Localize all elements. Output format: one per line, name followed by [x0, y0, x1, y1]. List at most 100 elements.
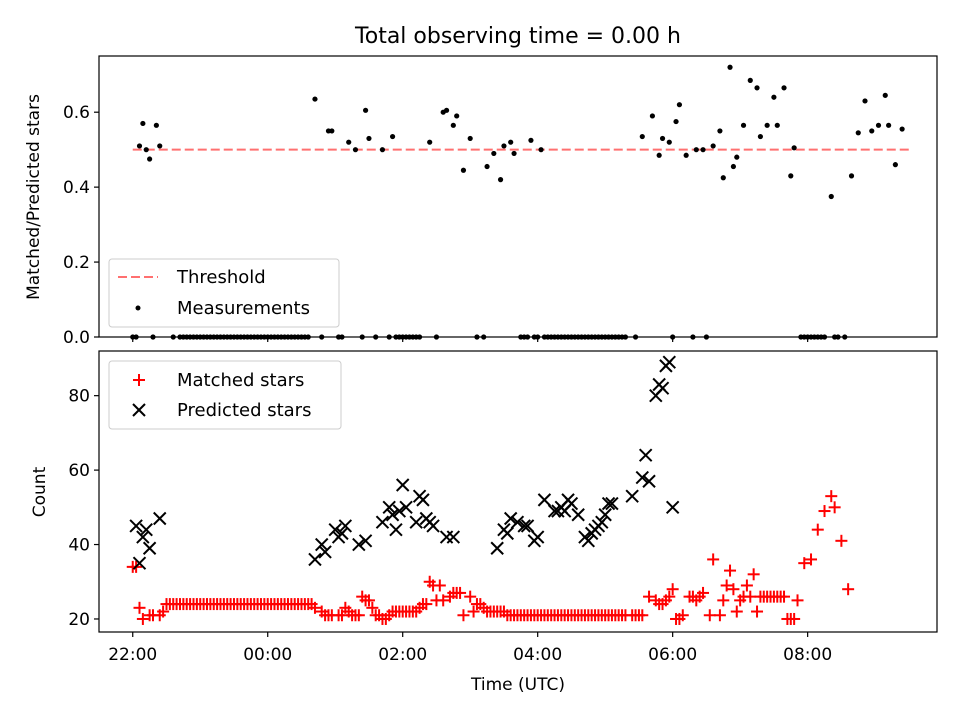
- matched-star-point: [420, 598, 433, 611]
- x-tick-label: 22:00: [108, 645, 157, 665]
- measurement-point: [157, 143, 163, 149]
- y-tick-label: 40: [68, 536, 90, 556]
- matched-star-point: [788, 612, 801, 625]
- matched-star-point: [805, 553, 818, 566]
- predicted-star-point: [389, 522, 403, 537]
- matched-star-point: [136, 612, 149, 625]
- matched-star-point: [454, 586, 467, 599]
- measurement-point: [352, 147, 359, 153]
- matched-star-point: [740, 579, 753, 592]
- matched-star-point: [720, 579, 733, 592]
- x-tick-label: 04:00: [513, 645, 562, 665]
- predicted-star-point: [530, 530, 545, 544]
- matched-star-point: [308, 601, 321, 614]
- predicted-star-point: [537, 493, 552, 507]
- matched-star-point: [751, 605, 764, 618]
- matched-star-point: [352, 609, 365, 622]
- measurement-point: [443, 107, 450, 113]
- matched-star-point: [366, 601, 379, 614]
- predicted-star-point: [581, 534, 596, 548]
- matched-star-point: [717, 594, 730, 607]
- predicted-star-point: [132, 556, 147, 570]
- measurement-point: [528, 137, 534, 143]
- measurement-point: [379, 147, 386, 153]
- measurement-point: [460, 167, 467, 173]
- measurement-point: [656, 152, 662, 158]
- predicted-star-point: [642, 474, 656, 488]
- measurement-point: [538, 147, 544, 153]
- matched-star-point: [467, 605, 480, 618]
- predicted-star-point: [520, 519, 535, 533]
- matched-star-point: [437, 594, 450, 607]
- predicted-star-point: [635, 470, 650, 485]
- predicted-star-point: [335, 526, 349, 541]
- measurement-point: [389, 133, 396, 140]
- measurement-point: [497, 177, 504, 183]
- measurement-point: [717, 128, 723, 134]
- matched-star-point: [433, 579, 446, 592]
- legend-measurements-label: Measurements: [177, 298, 310, 319]
- predicted-star-point: [395, 478, 410, 492]
- matched-star-point: [157, 605, 170, 618]
- y-axis-label: Matched/Predicted stars: [24, 94, 44, 300]
- predicted-star-point: [385, 508, 400, 522]
- measurement-point: [747, 77, 753, 83]
- matched-star-point: [825, 490, 838, 503]
- matched-star-point: [842, 583, 855, 596]
- measurement-point: [788, 173, 794, 179]
- measurement-point: [693, 147, 699, 153]
- measurement-point: [740, 122, 747, 128]
- matched-star-point: [666, 583, 679, 596]
- predicted-star-point: [328, 522, 342, 537]
- y-axis-ticks: 20 40 60 80: [68, 387, 99, 630]
- plot-area: [126, 355, 855, 625]
- legend-matched-label: Matched stars: [177, 370, 304, 391]
- measurement-point: [730, 163, 737, 170]
- measurement-point: [886, 122, 892, 128]
- x-tick-label: 00:00: [243, 645, 292, 665]
- y-tick-label: 60: [68, 461, 90, 481]
- legend-threshold-label: Threshold: [176, 267, 266, 288]
- matched-star-point: [713, 609, 726, 622]
- measurement-point: [454, 113, 460, 119]
- x-axis-ticks: 22:00 00:00 02:00 04:00 06:00 08:00: [108, 632, 832, 665]
- measurement-point: [140, 120, 146, 127]
- y-tick-label: 80: [68, 387, 90, 407]
- measurement-point: [329, 128, 335, 134]
- measurement-point: [899, 126, 905, 132]
- matched-star-point: [663, 590, 676, 603]
- predicted-star-point: [308, 552, 322, 567]
- measurement-point: [771, 94, 777, 100]
- y-tick-label: 0.0: [63, 328, 90, 348]
- matched-star-point: [703, 609, 716, 622]
- matched-star-point: [724, 564, 737, 577]
- measurement-point: [720, 175, 726, 181]
- measurement-point: [757, 133, 764, 140]
- measurement-point: [855, 130, 861, 136]
- matched-star-point: [676, 609, 689, 622]
- predicted-star-point: [318, 545, 332, 559]
- measurement-point: [450, 122, 456, 128]
- measurement-point: [862, 98, 868, 104]
- chart-title: Total observing time = 0.00 h: [354, 24, 681, 49]
- measurement-point: [312, 96, 318, 102]
- matched-star-point: [730, 605, 743, 618]
- measurement-point: [153, 122, 159, 128]
- measurement-point: [491, 150, 497, 157]
- matched-star-point: [835, 534, 848, 547]
- matched-star-point: [744, 590, 757, 603]
- predicted-star-point: [375, 515, 390, 529]
- legend: Matched stars Predicted stars: [108, 360, 342, 430]
- matched-star-point: [811, 523, 824, 536]
- matched-star-point: [464, 590, 477, 603]
- matched-star-point: [335, 609, 348, 622]
- measurement-point: [501, 143, 507, 149]
- predicted-star-point: [517, 519, 531, 533]
- legend-box: [108, 360, 342, 430]
- measurement-point: [639, 133, 645, 140]
- measurement-point: [673, 118, 679, 125]
- predicted-star-point: [392, 504, 407, 518]
- measurement-point: [511, 150, 517, 157]
- predicted-star-point: [409, 515, 423, 529]
